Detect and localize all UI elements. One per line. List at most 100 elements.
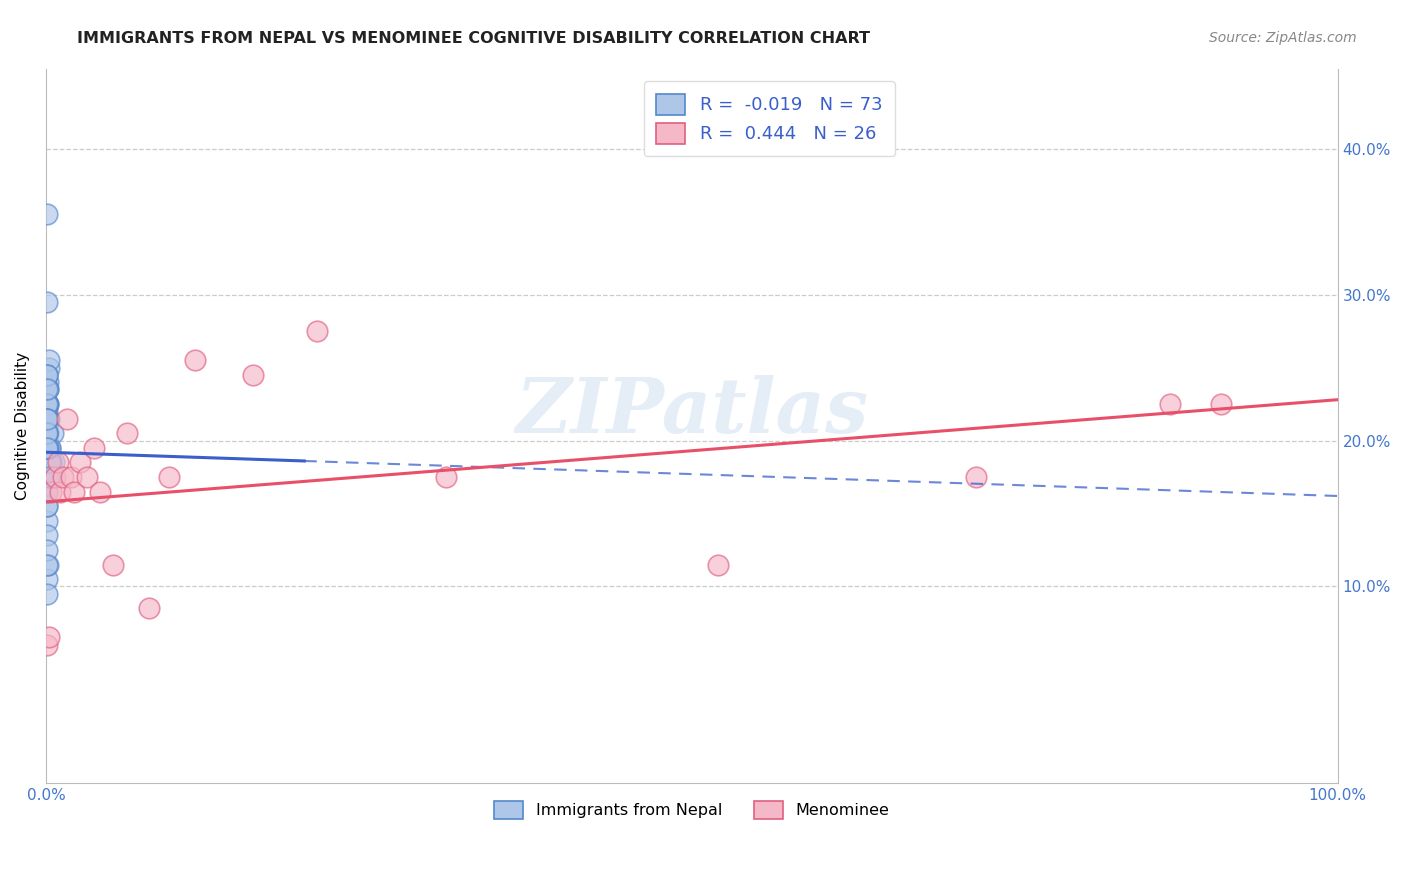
Point <box>35 484 58 499</box>
Point <box>37 638 59 652</box>
Point <box>706 558 728 572</box>
Point <box>1211 397 1233 411</box>
Point <box>55 411 77 425</box>
Point <box>38 441 60 455</box>
Point <box>37 426 59 441</box>
Point <box>39 484 62 499</box>
Point <box>35 448 58 462</box>
Point <box>35 441 58 455</box>
Point <box>44 470 66 484</box>
Point <box>35 572 58 586</box>
Text: Source: ZipAtlas.com: Source: ZipAtlas.com <box>1209 31 1357 45</box>
Point <box>242 368 264 382</box>
Point <box>35 383 58 397</box>
Point <box>35 368 58 382</box>
Point <box>37 368 59 382</box>
Point <box>35 587 58 601</box>
Point <box>37 397 59 411</box>
Point <box>35 470 58 484</box>
Point <box>965 470 987 484</box>
Point <box>63 484 86 499</box>
Point <box>39 455 62 469</box>
Point <box>38 441 60 455</box>
Point <box>37 397 59 411</box>
Point <box>83 441 105 455</box>
Point <box>307 324 329 338</box>
Point <box>37 411 59 425</box>
Point <box>35 484 58 499</box>
Point <box>35 514 58 528</box>
Legend: Immigrants from Nepal, Menominee: Immigrants from Nepal, Menominee <box>488 794 896 825</box>
Point <box>37 207 59 221</box>
Point <box>35 543 58 558</box>
Point <box>37 383 59 397</box>
Point <box>35 448 58 462</box>
Point <box>37 528 59 542</box>
Point <box>37 441 59 455</box>
Point <box>35 448 58 462</box>
Point <box>37 441 59 455</box>
Point <box>35 295 58 310</box>
Point <box>35 448 58 462</box>
Point <box>42 426 65 441</box>
Point <box>76 470 98 484</box>
Point <box>37 426 59 441</box>
Point <box>37 375 59 389</box>
Text: ZIPatlas: ZIPatlas <box>515 375 869 449</box>
Point <box>46 455 69 469</box>
Point <box>101 558 124 572</box>
Point <box>38 353 60 368</box>
Point <box>38 360 60 375</box>
Point <box>37 419 59 434</box>
Point <box>38 470 60 484</box>
Point <box>117 426 139 441</box>
Point <box>35 368 58 382</box>
Point <box>138 601 160 615</box>
Y-axis label: Cognitive Disability: Cognitive Disability <box>15 351 30 500</box>
Point <box>35 558 58 572</box>
Point <box>35 499 58 513</box>
Point <box>38 411 60 425</box>
Point <box>37 397 59 411</box>
Point <box>35 426 58 441</box>
Point <box>39 455 62 469</box>
Point <box>37 383 59 397</box>
Point <box>37 411 59 425</box>
Point <box>37 426 59 441</box>
Point <box>1159 397 1181 411</box>
Point <box>42 455 65 469</box>
Point <box>35 499 58 513</box>
Point <box>157 470 180 484</box>
Point <box>35 448 58 462</box>
Point <box>37 434 59 448</box>
Point <box>38 631 60 645</box>
Point <box>37 397 59 411</box>
Point <box>37 441 59 455</box>
Point <box>41 470 63 484</box>
Point <box>37 404 59 418</box>
Point <box>35 441 58 455</box>
Point <box>37 397 59 411</box>
Point <box>35 383 58 397</box>
Point <box>89 484 111 499</box>
Point <box>35 470 58 484</box>
Point <box>35 411 58 425</box>
Point <box>183 353 205 368</box>
Point <box>35 411 58 425</box>
Point <box>37 426 59 441</box>
Point <box>37 426 59 441</box>
Point <box>35 441 58 455</box>
Point <box>52 470 75 484</box>
Point <box>35 426 58 441</box>
Point <box>59 470 82 484</box>
Point <box>35 383 58 397</box>
Text: IMMIGRANTS FROM NEPAL VS MENOMINEE COGNITIVE DISABILITY CORRELATION CHART: IMMIGRANTS FROM NEPAL VS MENOMINEE COGNI… <box>77 31 870 46</box>
Point <box>37 441 59 455</box>
Point <box>35 397 58 411</box>
Point <box>69 455 91 469</box>
Point <box>434 470 457 484</box>
Point <box>37 558 59 572</box>
Point <box>35 455 58 469</box>
Point <box>37 411 59 425</box>
Point <box>49 484 72 499</box>
